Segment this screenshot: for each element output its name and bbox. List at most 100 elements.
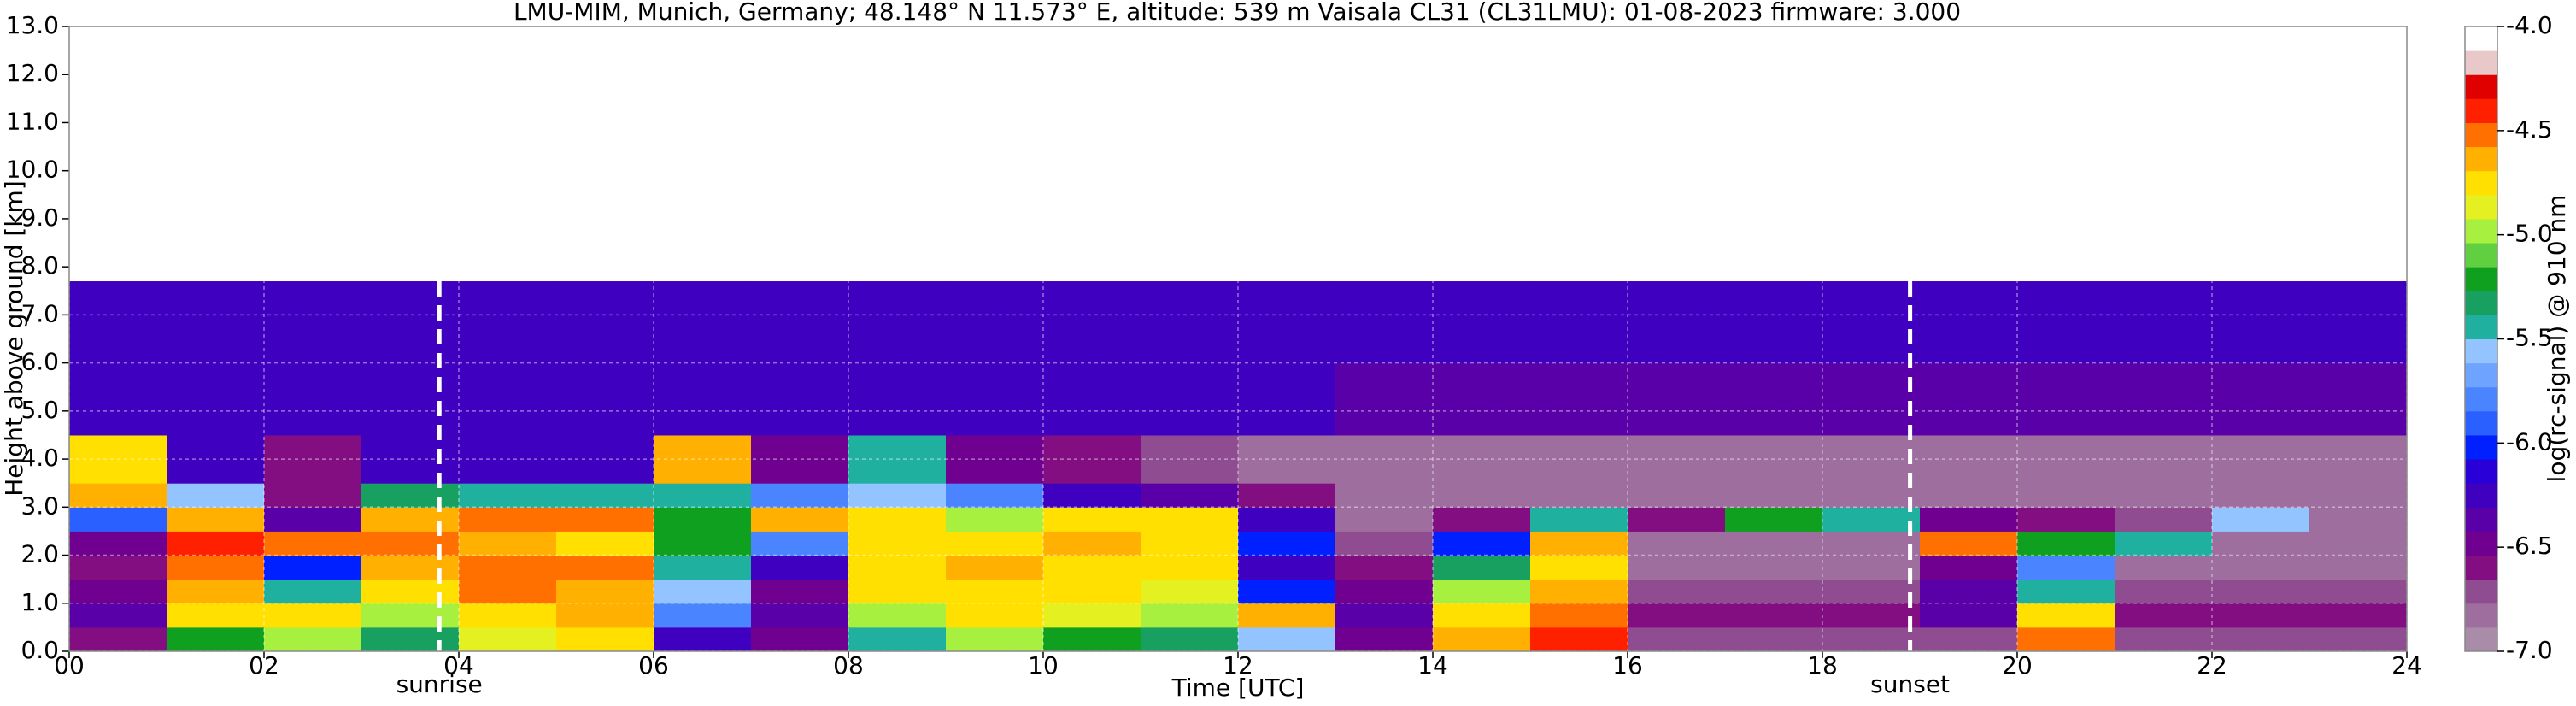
colorbar-tick-label: -7.0 bbox=[2506, 636, 2553, 664]
heatmap-cell bbox=[946, 281, 1044, 364]
heatmap-cell bbox=[1238, 434, 1336, 484]
y-tick-label: 12.0 bbox=[6, 59, 59, 87]
heatmap-cell bbox=[361, 627, 460, 652]
heatmap-cell bbox=[2115, 281, 2213, 364]
y-tick-label: 13.0 bbox=[6, 11, 59, 39]
heatmap-cell bbox=[459, 507, 557, 532]
y-tick-label: 10.0 bbox=[6, 156, 59, 184]
heatmap-cell bbox=[556, 362, 654, 436]
x-tick-label: 18 bbox=[1807, 651, 1838, 680]
heatmap-cell bbox=[1335, 434, 1434, 484]
heatmap-cell bbox=[751, 531, 849, 556]
heatmap-cell bbox=[1335, 603, 1434, 628]
heatmap-cell bbox=[361, 362, 460, 436]
colorbar-swatch bbox=[2465, 603, 2497, 628]
heatmap-cell bbox=[167, 507, 265, 532]
heatmap-cell bbox=[2115, 627, 2213, 652]
y-tick-label: 2.0 bbox=[21, 540, 59, 568]
colorbar-tick-label: -4.0 bbox=[2506, 11, 2553, 39]
heatmap-cell bbox=[1822, 603, 1921, 628]
heatmap-cell bbox=[1335, 555, 1434, 580]
heatmap-cell bbox=[1238, 579, 1336, 604]
heatmap-cell bbox=[459, 531, 557, 556]
heatmap-cell bbox=[2212, 555, 2310, 580]
x-tick-label: 16 bbox=[1612, 651, 1643, 680]
heatmap-cell bbox=[2309, 507, 2408, 532]
heatmap-cell bbox=[1725, 579, 1823, 604]
heatmap-cell bbox=[1628, 531, 1726, 556]
y-tick-label: 1.0 bbox=[21, 588, 59, 616]
y-tick-label: 5.0 bbox=[21, 396, 59, 424]
heatmap-cell bbox=[167, 603, 265, 628]
heatmap-cell bbox=[1628, 507, 1726, 532]
heatmap-cell bbox=[1433, 362, 1531, 436]
heatmap-cell bbox=[556, 579, 654, 604]
heatmap-cell bbox=[1822, 507, 1921, 532]
heatmap-cell bbox=[1628, 603, 1726, 628]
heatmap-cell bbox=[654, 434, 752, 484]
heatmap-cell bbox=[946, 603, 1044, 628]
colorbar-swatch bbox=[2465, 434, 2497, 460]
heatmap-cell bbox=[848, 579, 947, 604]
heatmap-cell bbox=[1043, 507, 1141, 532]
colorbar-swatch bbox=[2465, 98, 2497, 123]
heatmap-cell bbox=[1920, 281, 2018, 364]
x-tick-label: 20 bbox=[2002, 651, 2033, 680]
heatmap-cell bbox=[1433, 507, 1531, 532]
heatmap-cell bbox=[167, 281, 265, 364]
heatmap-cell bbox=[2017, 579, 2115, 604]
heatmap-cell bbox=[1725, 483, 1823, 508]
heatmap-cell bbox=[167, 555, 265, 580]
y-axis-label: Height above ground [km] bbox=[0, 180, 28, 497]
heatmap-cell bbox=[1238, 627, 1336, 652]
heatmap-cell bbox=[1141, 362, 1239, 436]
heatmap-cell bbox=[1141, 434, 1239, 484]
annotation-label: sunset bbox=[1870, 670, 1950, 698]
heatmap-cell bbox=[2017, 281, 2115, 364]
colorbar-tick-label: -5.0 bbox=[2506, 220, 2553, 248]
colorbar-swatch bbox=[2465, 243, 2497, 268]
heatmap-cell bbox=[1920, 555, 2018, 580]
heatmap-cell bbox=[946, 555, 1044, 580]
heatmap-cell bbox=[1043, 362, 1141, 436]
heatmap-cell bbox=[1141, 531, 1239, 556]
heatmap-cell bbox=[2212, 362, 2310, 436]
x-tick-label: 00 bbox=[54, 651, 85, 680]
heatmap-cell bbox=[1530, 362, 1628, 436]
heatmap-cell bbox=[1043, 531, 1141, 556]
heatmap-cell bbox=[654, 483, 752, 508]
heatmap-cell bbox=[459, 281, 557, 364]
heatmap-cell bbox=[556, 434, 654, 484]
heatmap-cell bbox=[848, 281, 947, 364]
colorbar-swatch bbox=[2465, 315, 2497, 339]
colorbar-swatch bbox=[2465, 459, 2497, 484]
heatmap-cell bbox=[654, 362, 752, 436]
heatmap-cell bbox=[1530, 507, 1628, 532]
heatmap-cell bbox=[2309, 579, 2408, 604]
heatmap-cell bbox=[2017, 555, 2115, 580]
x-tick-label: 22 bbox=[2197, 651, 2227, 680]
heatmap-cell bbox=[751, 627, 849, 652]
heatmap-cell bbox=[946, 362, 1044, 436]
heatmap-cell bbox=[1043, 281, 1141, 364]
heatmap-cell bbox=[2017, 603, 2115, 628]
heatmap-cell bbox=[848, 507, 947, 532]
colorbar-tick-label: -4.5 bbox=[2506, 115, 2553, 144]
heatmap-cell bbox=[1920, 507, 2018, 532]
x-tick-label: 02 bbox=[249, 651, 279, 680]
heatmap-cell bbox=[1238, 281, 1336, 364]
heatmap-cell bbox=[1920, 362, 2018, 436]
heatmap-cell bbox=[1433, 603, 1531, 628]
heatmap-cell bbox=[264, 603, 362, 628]
colorbar-swatch bbox=[2465, 338, 2497, 364]
heatmap-cell bbox=[751, 579, 849, 604]
colorbar-swatch bbox=[2465, 627, 2497, 652]
heatmap-cell bbox=[1141, 555, 1239, 580]
heatmap-cell bbox=[2212, 483, 2310, 508]
colorbar-tick-label: -6.5 bbox=[2506, 532, 2553, 560]
heatmap-cell bbox=[361, 603, 460, 628]
heatmap-cell bbox=[2309, 434, 2408, 484]
heatmap-cell bbox=[1530, 603, 1628, 628]
